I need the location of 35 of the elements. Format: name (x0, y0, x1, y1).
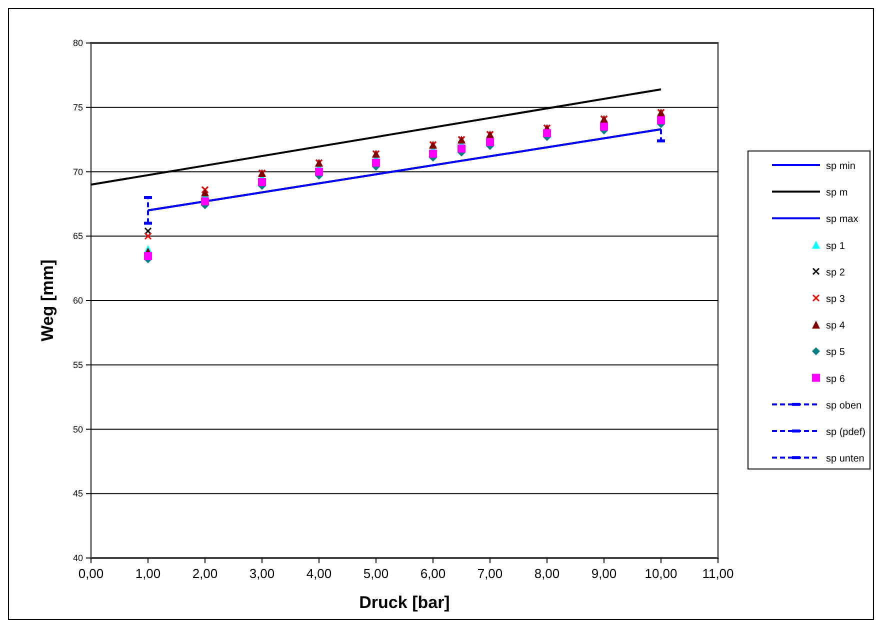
x-tick-label: 4,00 (306, 566, 332, 581)
x-tick-label: 8,00 (534, 566, 560, 581)
y-tick-label: 40 (72, 553, 83, 563)
y-tick-label: 75 (72, 102, 83, 112)
x-tick-label: 2,00 (192, 566, 218, 581)
y-tick-label: 65 (72, 231, 83, 242)
legend-label: sp 4 (826, 320, 846, 332)
y-tick-label: 55 (72, 360, 83, 370)
legend-label: sp 5 (826, 347, 846, 358)
x-tick-label: 11,00 (702, 566, 734, 581)
x-tick-label: 7,00 (477, 566, 503, 581)
x-tick-label: 0,00 (78, 566, 104, 581)
x-tick-label: 6,00 (420, 566, 446, 581)
y-axis-title: Weg [mm] (38, 260, 57, 342)
y-tick-label: 50 (72, 424, 83, 434)
x-tick-label: 3,00 (249, 566, 275, 581)
x-tick-label: 1,00 (135, 566, 161, 581)
y-tick-label: 60 (72, 296, 83, 306)
legend-label: sp oben (826, 400, 862, 412)
y-tick-label: 80 (72, 38, 83, 48)
legend-label: sp min (826, 161, 856, 172)
legend-label: sp (pdef) (826, 427, 866, 438)
x-axis-title: Druck [bar] (359, 593, 450, 612)
x-tick-label: 10,00 (644, 566, 678, 581)
legend-label: sp unten (826, 454, 864, 465)
legend-label: sp 6 (826, 374, 846, 385)
y-tick-label: 70 (72, 166, 83, 177)
x-tick-label: 9,00 (591, 566, 617, 581)
x-tick-label: 5,00 (363, 566, 389, 581)
y-tick-label: 45 (72, 488, 83, 499)
legend-label: sp 2 (826, 267, 846, 278)
legend-label: sp m (826, 188, 848, 199)
legend-label: sp 3 (826, 294, 846, 305)
legend-label: sp max (826, 214, 858, 226)
legend-label: sp 1 (826, 240, 846, 252)
